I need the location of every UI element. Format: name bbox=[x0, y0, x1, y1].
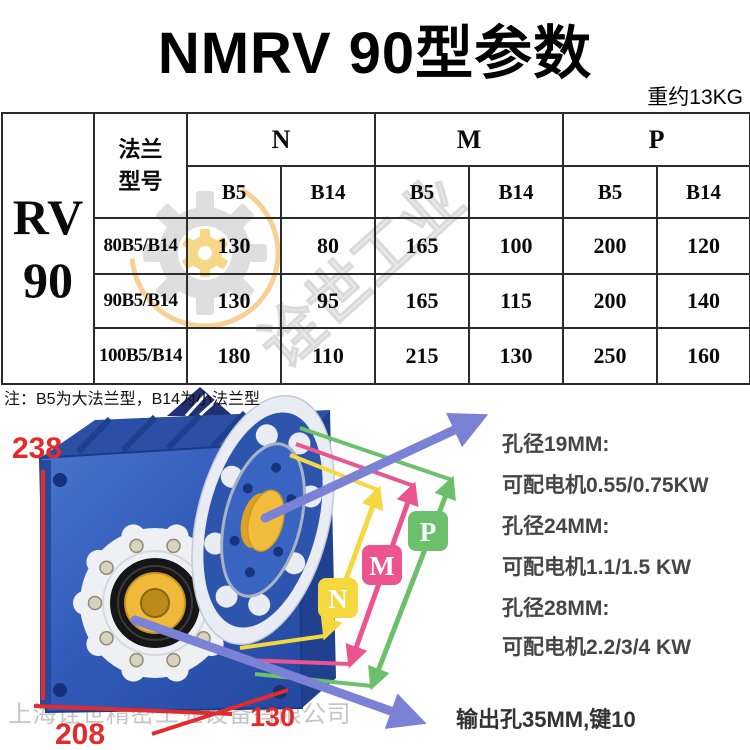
value-cell: 130 bbox=[186, 217, 282, 275]
dimension-width-label: 208 bbox=[55, 718, 105, 750]
flange-guide-lines bbox=[239, 426, 453, 688]
value-cell: 130 bbox=[186, 273, 282, 329]
value-cell: 200 bbox=[562, 273, 659, 329]
flange-header-line1: 法兰 bbox=[118, 136, 163, 162]
parameter-table: RV 90 法兰 型号 N M P B5 B14 B5 B14 B5 B14 8… bbox=[1, 112, 750, 385]
value-cell: 250 bbox=[562, 327, 659, 385]
subheader-n-b5: B5 bbox=[186, 165, 282, 219]
value-cell: 120 bbox=[656, 217, 750, 275]
badge-m: M bbox=[362, 545, 402, 585]
output-bore-arrow bbox=[130, 615, 427, 729]
model-cell: 80B5/B14 bbox=[93, 217, 188, 275]
flange-header-line2: 型号 bbox=[118, 168, 163, 194]
annotation-motor22: 可配电机2.2/3/4 KW bbox=[502, 636, 692, 659]
subheader-p-b14: B14 bbox=[656, 165, 750, 219]
value-cell: 110 bbox=[280, 327, 376, 385]
value-cell: 140 bbox=[656, 273, 750, 329]
group-header-p: P bbox=[562, 112, 750, 167]
gearbox-photo bbox=[38, 394, 336, 714]
flange-header-cell: 法兰 型号 bbox=[93, 112, 188, 219]
model-cell: 100B5/B14 bbox=[93, 327, 188, 385]
group-header-n: N bbox=[186, 112, 376, 167]
weight-note: 重约13KG bbox=[647, 86, 743, 109]
input-bore-arrow bbox=[260, 413, 489, 523]
annotation-bore28: 孔径28MM: bbox=[502, 597, 610, 620]
annotation-motor11: 可配电机1.1/1.5 KW bbox=[502, 556, 692, 579]
annotation-motor055: 可配电机0.55/0.75KW bbox=[502, 474, 709, 497]
value-cell: 200 bbox=[562, 217, 659, 275]
series-cell: RV 90 bbox=[1, 112, 95, 385]
table-row: 100B5/B14 180 110 215 130 250 160 bbox=[2, 327, 750, 385]
value-cell: 160 bbox=[656, 327, 750, 385]
model-cell: 90B5/B14 bbox=[93, 273, 188, 329]
dimension-lines bbox=[33, 470, 289, 736]
annotation-output-bore: 输出孔35MM,键10 bbox=[456, 707, 636, 732]
dimension-height-label: 238 bbox=[12, 432, 62, 465]
annotation-bore19: 孔径19MM: bbox=[502, 433, 610, 456]
badge-n: N bbox=[318, 578, 358, 618]
subheader-n-b14: B14 bbox=[280, 165, 376, 219]
annotation-bore24: 孔径24MM: bbox=[502, 515, 610, 538]
subheader-p-b5: B5 bbox=[562, 165, 659, 219]
value-cell: 95 bbox=[280, 273, 376, 329]
value-cell: 130 bbox=[467, 327, 565, 385]
table-row: 80B5/B14 130 80 165 100 200 120 bbox=[2, 217, 750, 275]
value-cell: 80 bbox=[280, 217, 376, 275]
table-footnote: 注：B5为大法兰型，B14为小法兰型 bbox=[4, 391, 261, 408]
value-cell: 180 bbox=[186, 327, 282, 385]
value-cell: 100 bbox=[467, 217, 565, 275]
dimension-depth-label: 130 bbox=[250, 702, 295, 732]
badge-p-label: P bbox=[420, 517, 437, 547]
table-row: 90B5/B14 130 95 165 115 200 140 bbox=[2, 273, 750, 329]
watermark-company-text: 上海诠世精密工业设备有限公司 bbox=[8, 701, 351, 728]
value-cell: 165 bbox=[374, 217, 470, 275]
group-header-m: M bbox=[373, 112, 565, 167]
subheader-m-b5: B5 bbox=[374, 165, 470, 219]
series-line2: 90 bbox=[23, 251, 73, 308]
value-cell: 115 bbox=[467, 273, 565, 329]
value-cell: 215 bbox=[374, 327, 470, 385]
page-title: NMRV 90型参数 bbox=[157, 21, 593, 86]
subheader-m-b14: B14 bbox=[467, 165, 565, 219]
flange-dimension-arrows bbox=[320, 475, 456, 691]
badge-n-label: N bbox=[328, 584, 348, 614]
value-cell: 165 bbox=[374, 273, 470, 329]
badge-p: P bbox=[408, 511, 448, 551]
series-line1: RV bbox=[12, 189, 84, 245]
badge-m-label: M bbox=[369, 551, 394, 581]
